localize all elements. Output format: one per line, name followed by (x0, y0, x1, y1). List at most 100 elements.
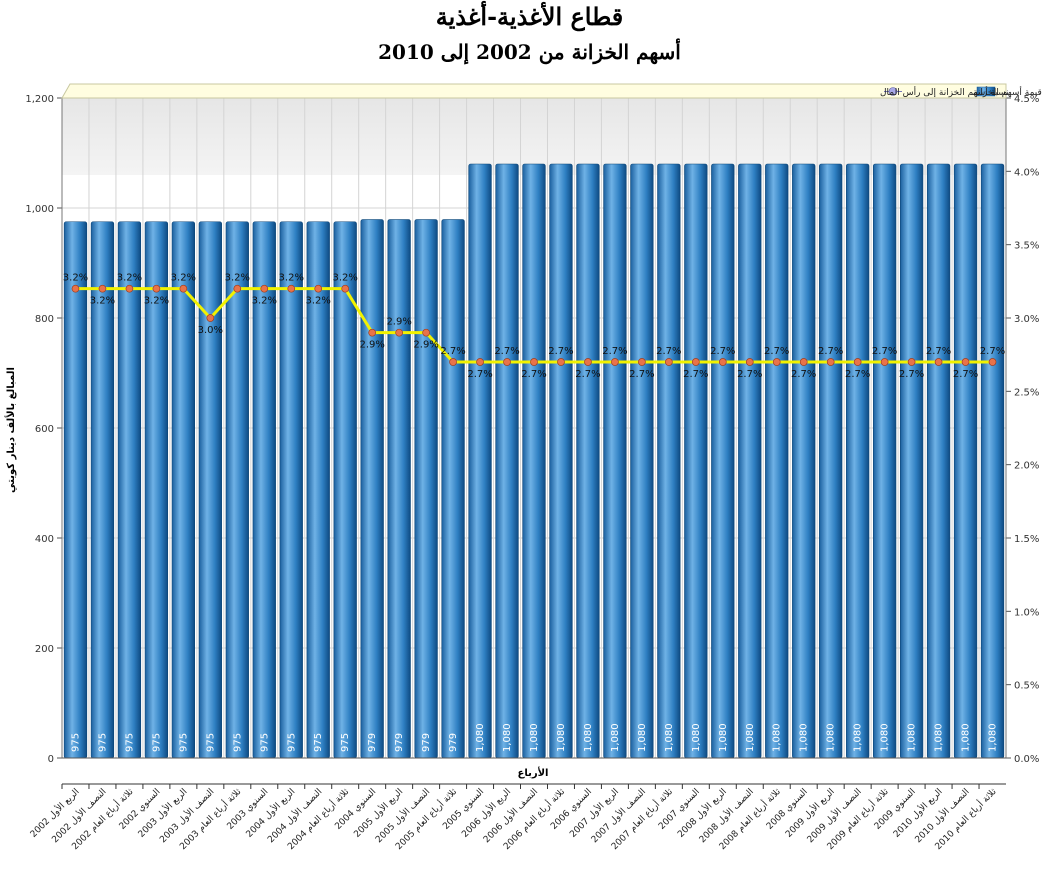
ratio-point (961, 358, 970, 366)
ratio-point-label: 3.2% (90, 296, 115, 307)
bar-value-label: 975 (97, 733, 108, 752)
y2-tick-label: 1.5% (1014, 534, 1039, 545)
bar-value-label: 975 (286, 733, 297, 752)
bar-value-label: 979 (421, 733, 432, 752)
ratio-point-label: 2.7% (494, 346, 519, 357)
bar (630, 163, 654, 759)
ratio-point (880, 358, 889, 366)
ratio-point (233, 284, 242, 293)
ratio-point (476, 358, 484, 366)
legend-panel (61, 83, 1007, 99)
bar (63, 221, 88, 759)
ratio-point-label: 2.7% (980, 346, 1005, 357)
bar-value-label: 979 (448, 733, 459, 752)
bar-value-label: 1,080 (745, 723, 756, 752)
y-tick-label: 1,000 (25, 204, 54, 215)
ratio-point (179, 284, 188, 293)
ratio-point (718, 358, 727, 366)
ratio-point-label: 2.7% (872, 346, 897, 357)
ratio-point (934, 358, 943, 366)
y2-tick-label: 1.0% (1014, 607, 1039, 618)
ratio-point-label: 2.7% (737, 369, 762, 380)
bar-value-label: 1,080 (853, 723, 864, 752)
bar-value-label: 975 (232, 733, 243, 752)
bar (279, 221, 303, 759)
ratio-point-label: 2.7% (440, 346, 465, 357)
bar-value-label: 1,080 (610, 723, 621, 752)
bar (360, 219, 384, 759)
ratio-point-label: 2.7% (467, 369, 492, 380)
ratio-point-label: 3.2% (225, 273, 250, 284)
y-tick-label: 800 (35, 314, 54, 325)
ratio-point (98, 284, 107, 293)
ratio-point-label: 2.9% (359, 340, 384, 351)
ratio-point-label: 2.7% (791, 369, 816, 380)
bar-value-label: 975 (70, 733, 81, 752)
ratio-point-label: 3.2% (279, 273, 304, 284)
bar-value-label: 975 (259, 733, 270, 752)
bar (711, 163, 735, 759)
ratio-point-label: 3.2% (252, 296, 277, 307)
bar-value-label: 1,080 (718, 723, 729, 752)
bar-value-label: 975 (313, 733, 324, 752)
ratio-point (287, 284, 296, 293)
ratio-point (449, 358, 457, 366)
ratio-point-label: 2.7% (629, 369, 654, 380)
bar-value-label: 1,080 (934, 723, 945, 752)
ratio-point-label: 2.9% (413, 340, 438, 351)
y2-tick-label: 3.5% (1014, 241, 1039, 252)
ratio-point-label: 3.2% (63, 273, 88, 284)
bar (657, 163, 681, 759)
plot-top-band (62, 98, 1006, 175)
y2-tick-label: 2.5% (1014, 387, 1039, 398)
bar-value-label: 1,080 (691, 723, 702, 752)
ratio-point-label: 2.7% (656, 346, 681, 357)
bar-value-label: 1,080 (475, 723, 486, 752)
bar-value-label: 1,080 (556, 723, 567, 752)
ratio-point-label: 2.7% (521, 369, 546, 380)
bar-value-label: 975 (178, 733, 189, 752)
ratio-point (907, 358, 916, 366)
bar (899, 163, 924, 759)
ratio-point-label: 3.2% (144, 296, 169, 307)
bar-value-label: 1,080 (961, 723, 972, 752)
ratio-point (665, 358, 673, 366)
bar (873, 163, 897, 759)
bar (387, 219, 411, 759)
legend-line-label: نسبة أسهم الخزانة إلى رأس المال (880, 86, 1009, 98)
ratio-point-label: 3.0% (198, 325, 223, 336)
ratio-point-label: 2.9% (386, 317, 411, 328)
bar (846, 163, 870, 759)
chart-subtitle: أسهم الخزانة من 2002 إلى 2010 (378, 40, 681, 64)
ratio-point (341, 284, 350, 293)
bar-value-label: 975 (124, 733, 135, 752)
ratio-point-label: 2.7% (845, 369, 870, 380)
ratio-point-label: 2.7% (575, 369, 600, 380)
bar (576, 163, 600, 759)
ratio-point (853, 358, 862, 366)
ratio-point (71, 284, 80, 293)
ratio-point (530, 358, 538, 366)
bar (765, 163, 789, 759)
y-tick-label: 400 (35, 534, 54, 545)
bar (441, 219, 465, 759)
ratio-point-label: 2.7% (926, 346, 951, 357)
bar (549, 163, 573, 759)
y2-tick-label: 0.5% (1014, 681, 1039, 692)
y-tick-label: 1,200 (25, 94, 54, 105)
bar (171, 221, 195, 759)
bar-value-label: 1,080 (502, 723, 513, 752)
bar-value-label: 1,080 (826, 723, 837, 752)
ratio-point-label: 2.7% (953, 369, 978, 380)
legend-bar-label: قيمة أسهم الخزانة (973, 86, 1042, 98)
ratio-point-label: 2.7% (899, 369, 924, 380)
ratio-point (125, 284, 134, 293)
bar (414, 219, 438, 759)
bar (225, 221, 249, 759)
bar-value-label: 979 (394, 733, 405, 752)
y-tick-label: 200 (35, 644, 54, 655)
bar-value-label: 1,080 (988, 723, 999, 752)
bar-value-label: 1,080 (664, 723, 675, 752)
bar (684, 163, 708, 759)
